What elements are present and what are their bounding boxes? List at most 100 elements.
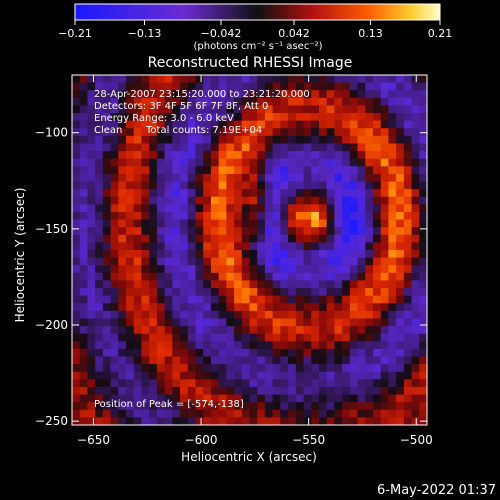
- heatmap-cell: [380, 333, 389, 342]
- heatmap-cell: [156, 394, 166, 403]
- heatmap-cell: [372, 173, 382, 182]
- heatmap-cell: [187, 409, 196, 418]
- heatmap-cell: [234, 173, 243, 182]
- heatmap-cell: [365, 257, 374, 266]
- heatmap-cell: [218, 173, 227, 182]
- heatmap-cell: [218, 318, 227, 327]
- heatmap-cell: [342, 242, 351, 251]
- heatmap-cell: [180, 348, 189, 357]
- heatmap-cell: [164, 394, 173, 403]
- heatmap-cell: [272, 227, 281, 236]
- heatmap-cell: [411, 181, 420, 190]
- heatmap-cell: [102, 158, 111, 167]
- heatmap-cell: [303, 227, 312, 236]
- heatmap-cell: [411, 265, 420, 274]
- heatmap-cell: [87, 242, 96, 251]
- heatmap-cell: [79, 219, 88, 228]
- heatmap-cell: [187, 318, 196, 327]
- heatmap-cell: [172, 265, 181, 274]
- heatmap-cell: [372, 257, 382, 266]
- heatmap-cell: [318, 90, 328, 99]
- heatmap-cell: [388, 402, 397, 411]
- heatmap-cell: [210, 242, 220, 251]
- heatmap-cell: [126, 257, 135, 266]
- heatmap-cell: [380, 204, 389, 213]
- heatmap-cell: [241, 105, 250, 114]
- heatmap-cell: [380, 75, 389, 84]
- heatmap-cell: [226, 82, 235, 91]
- heatmap-cell: [187, 379, 196, 388]
- heatmap-cell: [241, 158, 250, 167]
- heatmap-cell: [241, 97, 250, 106]
- heatmap-cell: [234, 409, 243, 418]
- heatmap-cell: [118, 318, 127, 327]
- heatmap-cell: [126, 97, 135, 106]
- heatmap-cell: [411, 242, 420, 251]
- heatmap-cell: [334, 265, 343, 274]
- heatmap-cell: [388, 120, 397, 129]
- heatmap-cell: [118, 417, 127, 425]
- heatmap-cell: [280, 310, 289, 319]
- heatmap-cell: [264, 128, 274, 137]
- heatmap-cell: [342, 234, 351, 243]
- heatmap-cell: [365, 135, 374, 144]
- heatmap-cell: [357, 318, 366, 327]
- annotation-energy: Energy Range: 3.0 - 6.0 keV: [94, 113, 234, 124]
- heatmap-cell: [380, 242, 389, 251]
- heatmap-cell: [380, 158, 389, 167]
- heatmap-cell: [342, 128, 351, 137]
- heatmap-cell: [102, 295, 111, 304]
- heatmap-cell: [411, 75, 420, 84]
- heatmap-cell: [396, 310, 405, 319]
- heatmap-cell: [156, 75, 166, 84]
- heatmap-cell: [295, 211, 304, 220]
- heatmap-cell: [187, 386, 196, 395]
- heatmap-cell: [110, 394, 119, 403]
- heatmap-cell: [110, 348, 119, 357]
- heatmap-cell: [156, 128, 166, 137]
- heatmap-cell: [365, 318, 374, 327]
- heatmap-cell: [272, 379, 281, 388]
- heatmap-cell: [411, 333, 420, 342]
- heatmap-cell: [172, 402, 181, 411]
- heatmap-cell: [210, 257, 220, 266]
- heatmap-cell: [180, 75, 189, 84]
- heatmap-cell: [141, 318, 150, 327]
- heatmap-cell: [357, 97, 366, 106]
- heatmap-cell: [187, 151, 196, 160]
- heatmap-cell: [365, 326, 374, 335]
- heatmap-cell: [72, 82, 81, 91]
- heatmap-cell: [210, 105, 220, 114]
- heatmap-cell: [303, 166, 312, 175]
- heatmap-cell: [249, 250, 258, 259]
- heatmap-cell: [164, 219, 173, 228]
- heatmap-cell: [203, 303, 212, 312]
- heatmap-cell: [141, 295, 150, 304]
- heatmap-cell: [172, 128, 181, 137]
- heatmap-cell: [102, 379, 111, 388]
- heatmap-cell: [102, 417, 111, 425]
- heatmap-cell: [318, 181, 328, 190]
- heatmap-cell: [303, 90, 312, 99]
- heatmap-cell: [126, 341, 135, 350]
- heatmap-cell: [87, 348, 96, 357]
- heatmap-cell: [133, 90, 142, 99]
- heatmap-cell: [95, 310, 104, 319]
- heatmap-cell: [295, 318, 304, 327]
- heatmap-cell: [118, 379, 127, 388]
- heatmap-cell: [380, 326, 389, 335]
- heatmap-cell: [187, 166, 196, 175]
- heatmap-cell: [133, 97, 142, 106]
- heatmap-cell: [72, 265, 81, 274]
- heatmap-cell: [264, 234, 274, 243]
- heatmap-cell: [133, 356, 142, 365]
- heatmap-cell: [303, 333, 312, 342]
- heatmap-cell: [210, 204, 220, 213]
- heatmap-cell: [195, 295, 204, 304]
- heatmap-cell: [133, 113, 142, 122]
- heatmap-cell: [87, 173, 96, 182]
- heatmap-cell: [203, 97, 212, 106]
- heatmap-cell: [195, 158, 204, 167]
- heatmap-cell: [141, 265, 150, 274]
- heatmap-cell: [311, 364, 320, 373]
